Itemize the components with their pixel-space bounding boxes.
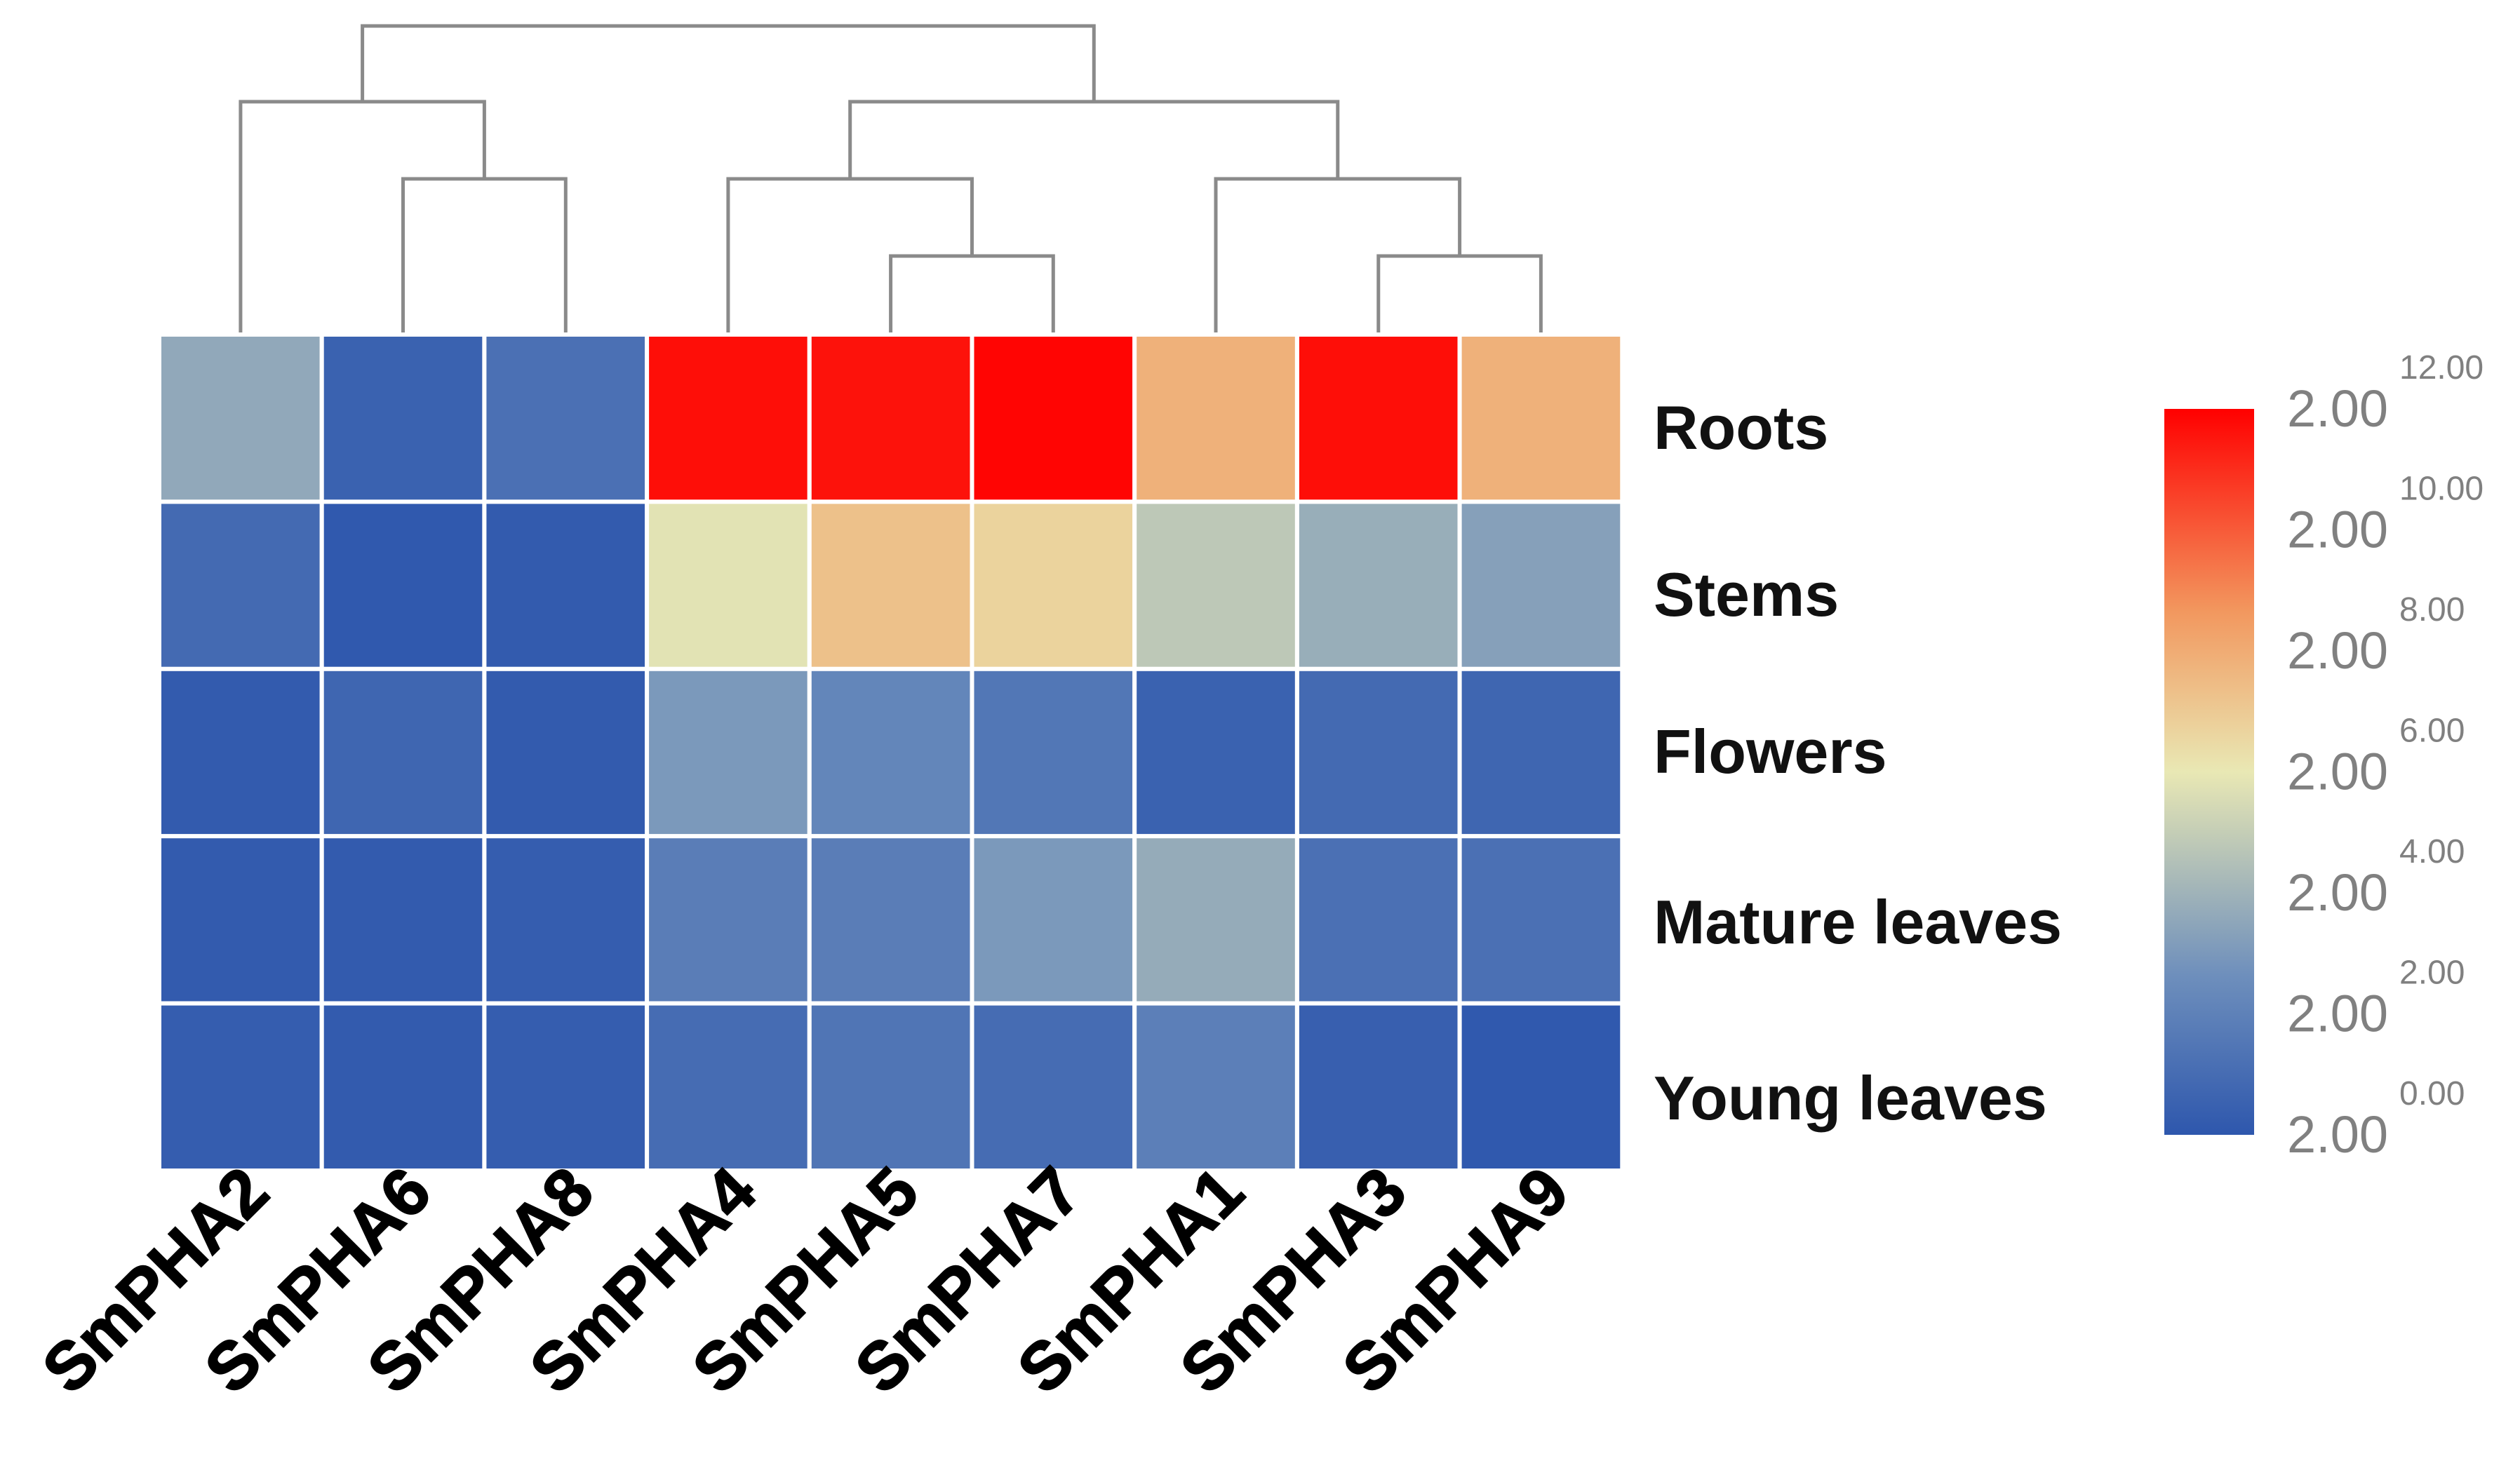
heatmap-cell-flowers-smpha4 bbox=[645, 666, 812, 839]
colorbar-tick-exponent-1: 2.00 bbox=[2399, 955, 2465, 992]
heatmap-cell-flowers-smpha2 bbox=[157, 666, 324, 839]
heatmap-cell-young-leaves-smpha9 bbox=[1457, 1001, 1625, 1173]
heatmap-cell-stems-smpha7 bbox=[970, 499, 1137, 671]
dendrogram-link-m2 bbox=[889, 254, 1055, 335]
heatmap-cell-roots-smpha6 bbox=[319, 332, 487, 504]
dendrogram-link-m3 bbox=[1376, 254, 1543, 335]
heatmap-cell-young-leaves-smpha1 bbox=[1132, 1001, 1299, 1173]
heatmap-cell-mature-leaves-smpha5 bbox=[807, 834, 974, 1006]
heatmap-cell-young-leaves-smpha6 bbox=[319, 1001, 487, 1173]
heatmap-cell-young-leaves-smpha8 bbox=[482, 1001, 650, 1173]
row-label-mature-leaves: Mature leaves bbox=[1654, 887, 2062, 957]
colorbar-ticks: 2.00 0.00 2.00 2.00 2.00 4.00 2.00 6.00 2.00 8.00… bbox=[2287, 349, 2484, 1164]
heatmap-cell-mature-leaves-smpha3 bbox=[1294, 834, 1462, 1006]
heatmap-cell-young-leaves-smpha2 bbox=[157, 1001, 324, 1173]
column-labels: SmPHA2SmPHA6SmPHA8SmPHA4SmPHA5SmPHA7SmPH… bbox=[27, 1152, 1583, 1408]
heatmap-cell-roots-smpha3 bbox=[1294, 332, 1462, 504]
colorbar-tick-exponent-2: 4.00 bbox=[2399, 833, 2465, 870]
colorbar-bar bbox=[2164, 409, 2254, 1135]
heatmap-cell-flowers-smpha1 bbox=[1132, 666, 1299, 839]
heatmap-cell-young-leaves-smpha5 bbox=[807, 1001, 974, 1173]
heatmap-cell-stems-smpha5 bbox=[807, 499, 974, 671]
colorbar-tick-base-4: 2.00 bbox=[2287, 621, 2388, 680]
colorbar-tick-exponent-4: 8.00 bbox=[2399, 591, 2465, 628]
colorbar-tick-exponent-3: 6.00 bbox=[2399, 713, 2465, 750]
colorbar-tick-exponent-0: 0.00 bbox=[2399, 1075, 2465, 1112]
heatmap-cell-flowers-smpha5 bbox=[807, 666, 974, 839]
row-label-roots: Roots bbox=[1654, 393, 1828, 462]
heatmap-cell-roots-smpha9 bbox=[1457, 332, 1625, 504]
row-label-flowers: Flowers bbox=[1654, 717, 1887, 786]
row-label-young-leaves: Young leaves bbox=[1654, 1063, 2047, 1133]
heatmap-cell-roots-smpha5 bbox=[807, 332, 974, 504]
heatmap-cell-stems-smpha2 bbox=[157, 499, 324, 671]
heatmap-cell-flowers-smpha9 bbox=[1457, 666, 1625, 839]
heatmap-cell-mature-leaves-smpha8 bbox=[482, 834, 650, 1006]
heatmap-cell-stems-smpha8 bbox=[482, 499, 650, 671]
colorbar-tick-exponent-5: 10.00 bbox=[2399, 471, 2484, 508]
heatmap-cell-young-leaves-smpha3 bbox=[1294, 1001, 1462, 1173]
colorbar-tick-base-5: 2.00 bbox=[2287, 501, 2388, 559]
heatmap-cell-mature-leaves-smpha7 bbox=[970, 834, 1137, 1006]
dendrogram-link-m1 bbox=[401, 177, 568, 335]
row-labels: Roots Stems Flowers Mature leaves Young leav… bbox=[1654, 393, 2062, 1133]
heatmap-cell-stems-smpha9 bbox=[1457, 499, 1625, 671]
dendrogram-link-m7 bbox=[848, 100, 1340, 179]
column-dendrogram bbox=[239, 24, 1543, 335]
heatmap-cell-stems-smpha3 bbox=[1294, 499, 1462, 671]
colorbar-tick-base-6: 2.00 bbox=[2287, 379, 2388, 438]
heatmap-cell-mature-leaves-smpha4 bbox=[645, 834, 812, 1006]
heatmap-cell-flowers-smpha6 bbox=[319, 666, 487, 839]
dendrogram-link-m4 bbox=[239, 100, 486, 335]
heatmap-cell-roots-smpha7 bbox=[970, 332, 1137, 504]
dendrogram-link-m8 bbox=[361, 24, 1096, 102]
heatmap-cell-stems-smpha4 bbox=[645, 499, 812, 671]
colorbar-tick-exponent-6: 12.00 bbox=[2399, 349, 2484, 386]
heatmap-cells bbox=[157, 332, 1625, 1173]
heatmap-cell-roots-smpha2 bbox=[157, 332, 324, 504]
heatmap-cell-young-leaves-smpha7 bbox=[970, 1001, 1137, 1173]
row-label-stems: Stems bbox=[1654, 560, 1839, 629]
heatmap-cell-young-leaves-smpha4 bbox=[645, 1001, 812, 1173]
heatmap-cell-flowers-smpha7 bbox=[970, 666, 1137, 839]
colorbar: 2.00 0.00 2.00 2.00 2.00 4.00 2.00 6.00 2.00 8.00… bbox=[2164, 349, 2484, 1164]
heatmap-cell-roots-smpha4 bbox=[645, 332, 812, 504]
colorbar-tick-base-0: 2.00 bbox=[2287, 1105, 2388, 1164]
colorbar-tick-base-3: 2.00 bbox=[2287, 743, 2388, 801]
heatmap-cell-stems-smpha1 bbox=[1132, 499, 1299, 671]
heatmap-cell-mature-leaves-smpha1 bbox=[1132, 834, 1299, 1006]
heatmap-cell-flowers-smpha8 bbox=[482, 666, 650, 839]
heatmap-cell-mature-leaves-smpha9 bbox=[1457, 834, 1625, 1006]
heatmap-cell-roots-smpha8 bbox=[482, 332, 650, 504]
heatmap-cell-roots-smpha1 bbox=[1132, 332, 1299, 504]
heatmap-cell-flowers-smpha3 bbox=[1294, 666, 1462, 839]
heatmap-cell-mature-leaves-smpha2 bbox=[157, 834, 324, 1006]
colorbar-tick-base-2: 2.00 bbox=[2287, 863, 2388, 922]
heatmap-cell-stems-smpha6 bbox=[319, 499, 487, 671]
colorbar-tick-base-1: 2.00 bbox=[2287, 985, 2388, 1043]
heatmap-cell-mature-leaves-smpha6 bbox=[319, 834, 487, 1006]
